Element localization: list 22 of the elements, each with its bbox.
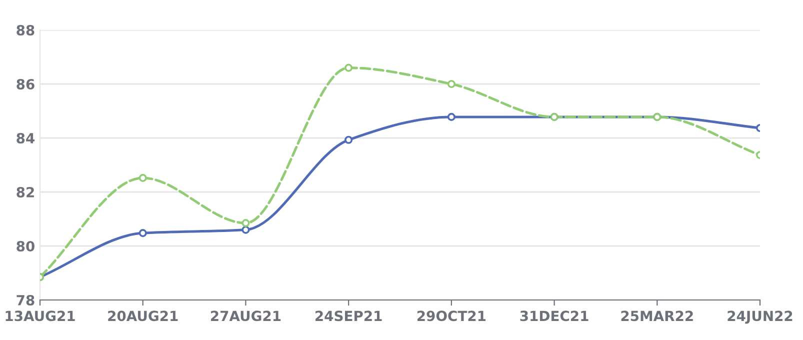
y-tick-label: 80	[16, 240, 34, 252]
point	[344, 136, 353, 144]
point	[138, 174, 147, 182]
x-tick-label: 31DEC21	[520, 310, 588, 322]
x-tick-label: 24JUN22	[728, 310, 792, 324]
x-tick-label: 13AUG21	[6, 310, 75, 322]
point	[138, 229, 147, 238]
y-tick-label: 82	[16, 186, 34, 198]
point	[447, 112, 456, 121]
x-tick-label: 29OCT21	[417, 310, 486, 322]
y-tick-label: 84	[16, 132, 34, 144]
point	[242, 226, 250, 234]
x-tick-label: 27AUG21	[210, 310, 281, 322]
x-tick-label: 20AUG21	[108, 310, 178, 322]
point	[447, 80, 456, 88]
y-tick-label: 88	[16, 24, 34, 36]
point	[242, 219, 250, 228]
y-tick-label: 78	[16, 294, 34, 306]
x-tick-label: 25MAR22	[621, 310, 693, 322]
x-tick-label: 24SEP21	[316, 310, 382, 322]
point	[344, 64, 353, 72]
y-tick-label: 86	[16, 78, 34, 90]
